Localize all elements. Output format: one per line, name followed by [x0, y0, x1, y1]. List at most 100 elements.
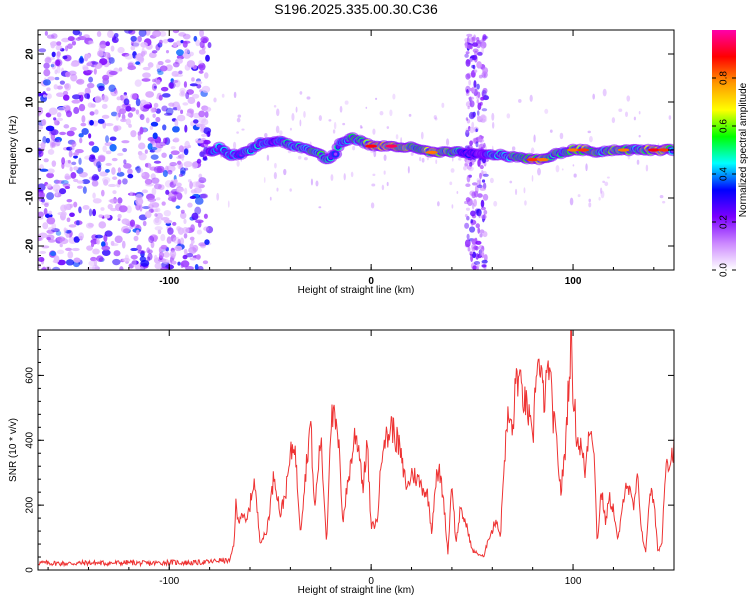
- noise-blob: [55, 180, 65, 184]
- noise-band-blob: [472, 48, 479, 53]
- noise-blob: [157, 60, 164, 66]
- noise-blob: [195, 181, 201, 188]
- speckle: [659, 194, 664, 199]
- noise-blob: [64, 45, 69, 52]
- noise-blob: [112, 258, 121, 266]
- noise-blob: [144, 178, 153, 185]
- noise-blob: [154, 254, 158, 261]
- noise-blob: [167, 170, 173, 175]
- colorbar-tick-label: 0.0: [719, 263, 730, 277]
- noise-blob: [46, 192, 55, 201]
- noise-blob: [162, 124, 167, 131]
- speckle: [318, 206, 322, 209]
- noise-blob: [71, 247, 80, 252]
- noise-blob: [136, 167, 143, 173]
- noise-blob: [46, 183, 52, 188]
- noise-blob: [71, 40, 77, 46]
- noise-blob: [108, 183, 117, 188]
- noise-blob: [162, 258, 169, 264]
- noise-blob: [68, 224, 77, 228]
- noise-blob: [102, 176, 111, 184]
- noise-band-blob: [479, 233, 483, 238]
- speckle: [491, 112, 495, 121]
- noise-band-blob: [464, 222, 470, 229]
- noise-blob: [62, 94, 70, 101]
- noise-blob: [177, 261, 181, 266]
- noise-blob: [69, 203, 74, 208]
- speckle: [529, 94, 533, 102]
- noise-blob: [101, 241, 106, 248]
- noise-blob: [139, 266, 144, 270]
- noise-blob: [54, 76, 60, 81]
- noise-blob: [60, 211, 67, 217]
- noise-blob: [189, 243, 194, 250]
- speckle: [375, 97, 378, 100]
- snr-series-line: [38, 330, 674, 568]
- noise-blob: [101, 94, 109, 103]
- noise-blob: [94, 95, 102, 104]
- noise-blob: [127, 168, 133, 175]
- noise-blob: [69, 166, 73, 172]
- noise-blob: [172, 236, 181, 244]
- noise-blob: [180, 39, 184, 44]
- noise-band-blob: [469, 251, 474, 255]
- noise-blob: [147, 62, 154, 68]
- noise-blob: [134, 79, 142, 87]
- speckle: [241, 128, 245, 131]
- speckle: [383, 154, 387, 162]
- noise-blob: [58, 188, 67, 195]
- noise-blob: [162, 38, 169, 44]
- noise-blob: [78, 57, 85, 64]
- noise-blob: [98, 44, 107, 49]
- noise-blob: [135, 109, 140, 115]
- noise-blob: [117, 197, 123, 204]
- noise-band-blob: [475, 37, 480, 41]
- noise-blob: [145, 91, 155, 98]
- noise-blob: [55, 188, 59, 197]
- noise-band-blob: [471, 54, 478, 61]
- noise-blob: [123, 98, 130, 106]
- speckle: [233, 141, 237, 150]
- noise-blob: [73, 201, 78, 208]
- noise-blob: [167, 191, 177, 199]
- noise-blob: [42, 266, 47, 270]
- noise-band-blob: [477, 158, 481, 167]
- noise-blob: [167, 38, 175, 43]
- noise-blob: [82, 66, 89, 71]
- speckle: [662, 200, 666, 204]
- noise-blob: [47, 148, 55, 155]
- noise-blob: [183, 148, 189, 156]
- noise-blob: [108, 57, 115, 64]
- noise-blob: [169, 250, 177, 258]
- noise-blob: [130, 130, 137, 138]
- noise-band-blob: [480, 199, 485, 208]
- noise-blob: [176, 187, 185, 193]
- noise-blob: [170, 78, 174, 83]
- noise-blob: [78, 206, 82, 214]
- noise-blob: [156, 197, 161, 201]
- speckle: [389, 109, 393, 117]
- ridge-cell: [334, 152, 338, 156]
- speckle: [625, 111, 628, 118]
- noise-blob: [114, 235, 123, 244]
- noise-blob: [195, 219, 204, 224]
- noise-blob: [73, 166, 79, 171]
- noise-blob: [151, 83, 157, 91]
- speckle: [530, 147, 535, 154]
- noise-blob: [86, 62, 93, 67]
- noise-blob: [86, 82, 95, 89]
- speckle: [419, 156, 422, 162]
- noise-band-blob: [477, 102, 482, 111]
- noise-blob: [78, 103, 86, 112]
- speckle: [289, 127, 292, 131]
- noise-blob: [207, 42, 212, 49]
- noise-blob: [143, 128, 147, 133]
- noise-blob: [198, 173, 203, 179]
- speckle: [303, 110, 306, 118]
- noise-blob: [201, 118, 209, 126]
- colorbar-tick-label: 0.6: [719, 119, 730, 133]
- noise-blob: [150, 241, 155, 249]
- noise-blob: [176, 49, 184, 56]
- noise-blob: [104, 230, 113, 237]
- noise-blob: [154, 213, 158, 217]
